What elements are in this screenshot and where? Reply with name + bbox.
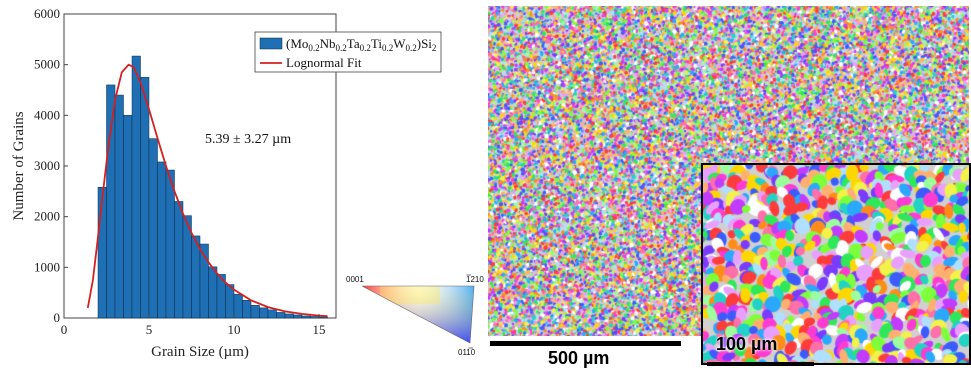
chart-legend: (Mo0.2Nb0.2Ta0.2Ti0.2W0.2)Si2 Lognormal … [254,31,442,73]
ipf-triangle [361,285,475,344]
y-axis-ticks: 0 1000 2000 3000 4000 5000 6000 [34,6,68,325]
histogram-bar [174,201,184,319]
histogram-bar [233,293,243,319]
mean-std-annotation: 5.39 ± 3.27 µm [205,132,291,147]
legend-series-label: (Mo0.2Nb0.2Ta0.2Ti0.2W0.2)Si2 [286,36,436,53]
ipf-label-1210: 1210 [466,275,484,284]
legend-box [254,31,442,73]
histogram-bar [284,313,294,319]
histogram-bar [131,55,141,319]
histogram-bar [208,266,218,319]
histogram-bar [250,305,260,319]
histogram-bar [293,314,303,319]
ipf-color-key: 0001 1210 0110 [346,274,484,357]
y-tick-label: 1000 [34,259,60,274]
legend-bar-swatch [259,37,283,50]
y-axis-title: Number of Grains [11,111,27,220]
histogram-bar [148,138,158,319]
legend-fit-label: Lognormal Fit [286,55,362,70]
histogram-bar [106,84,116,319]
histogram-bar [267,309,277,319]
x-axis-ticks: 0 5 10 15 [61,314,326,337]
histogram-bar [114,94,124,319]
y-tick-label: 6000 [34,6,60,21]
histogram-bar [157,161,167,319]
ebsd-inset-map [701,163,971,365]
histogram-bar [310,316,320,319]
y-tick-label: 3000 [34,158,60,173]
x-tick-label: 10 [228,322,241,337]
y-tick-label: 5000 [34,57,60,72]
x-axis-title: Grain Size (µm) [151,344,249,360]
main-scale-label: 500 µm [548,348,610,368]
histogram-bar [140,77,150,319]
histogram-bar [301,315,311,319]
histogram-bar [123,115,133,319]
x-tick-label: 5 [146,322,153,337]
y-tick-label: 4000 [34,107,60,122]
x-tick-label: 0 [61,322,68,337]
x-tick-label: 15 [313,322,326,337]
main-scale-bar [490,341,681,346]
histogram-bar [259,307,269,319]
ipf-label-0001: 0001 [346,275,364,284]
ipf-label-0110: 0110 [458,348,476,357]
y-tick-label: 0 [54,310,61,325]
lognormal-fit-line [86,63,328,318]
histogram-bar [318,316,328,319]
inset-scale-label: 100 µm [716,334,778,354]
inset-scale-bar [707,362,814,366]
histogram-bar [242,300,252,319]
histogram-bar [165,169,175,319]
histogram-bar [276,312,286,319]
histogram-bars [97,55,328,319]
y-tick-label: 2000 [34,209,60,224]
